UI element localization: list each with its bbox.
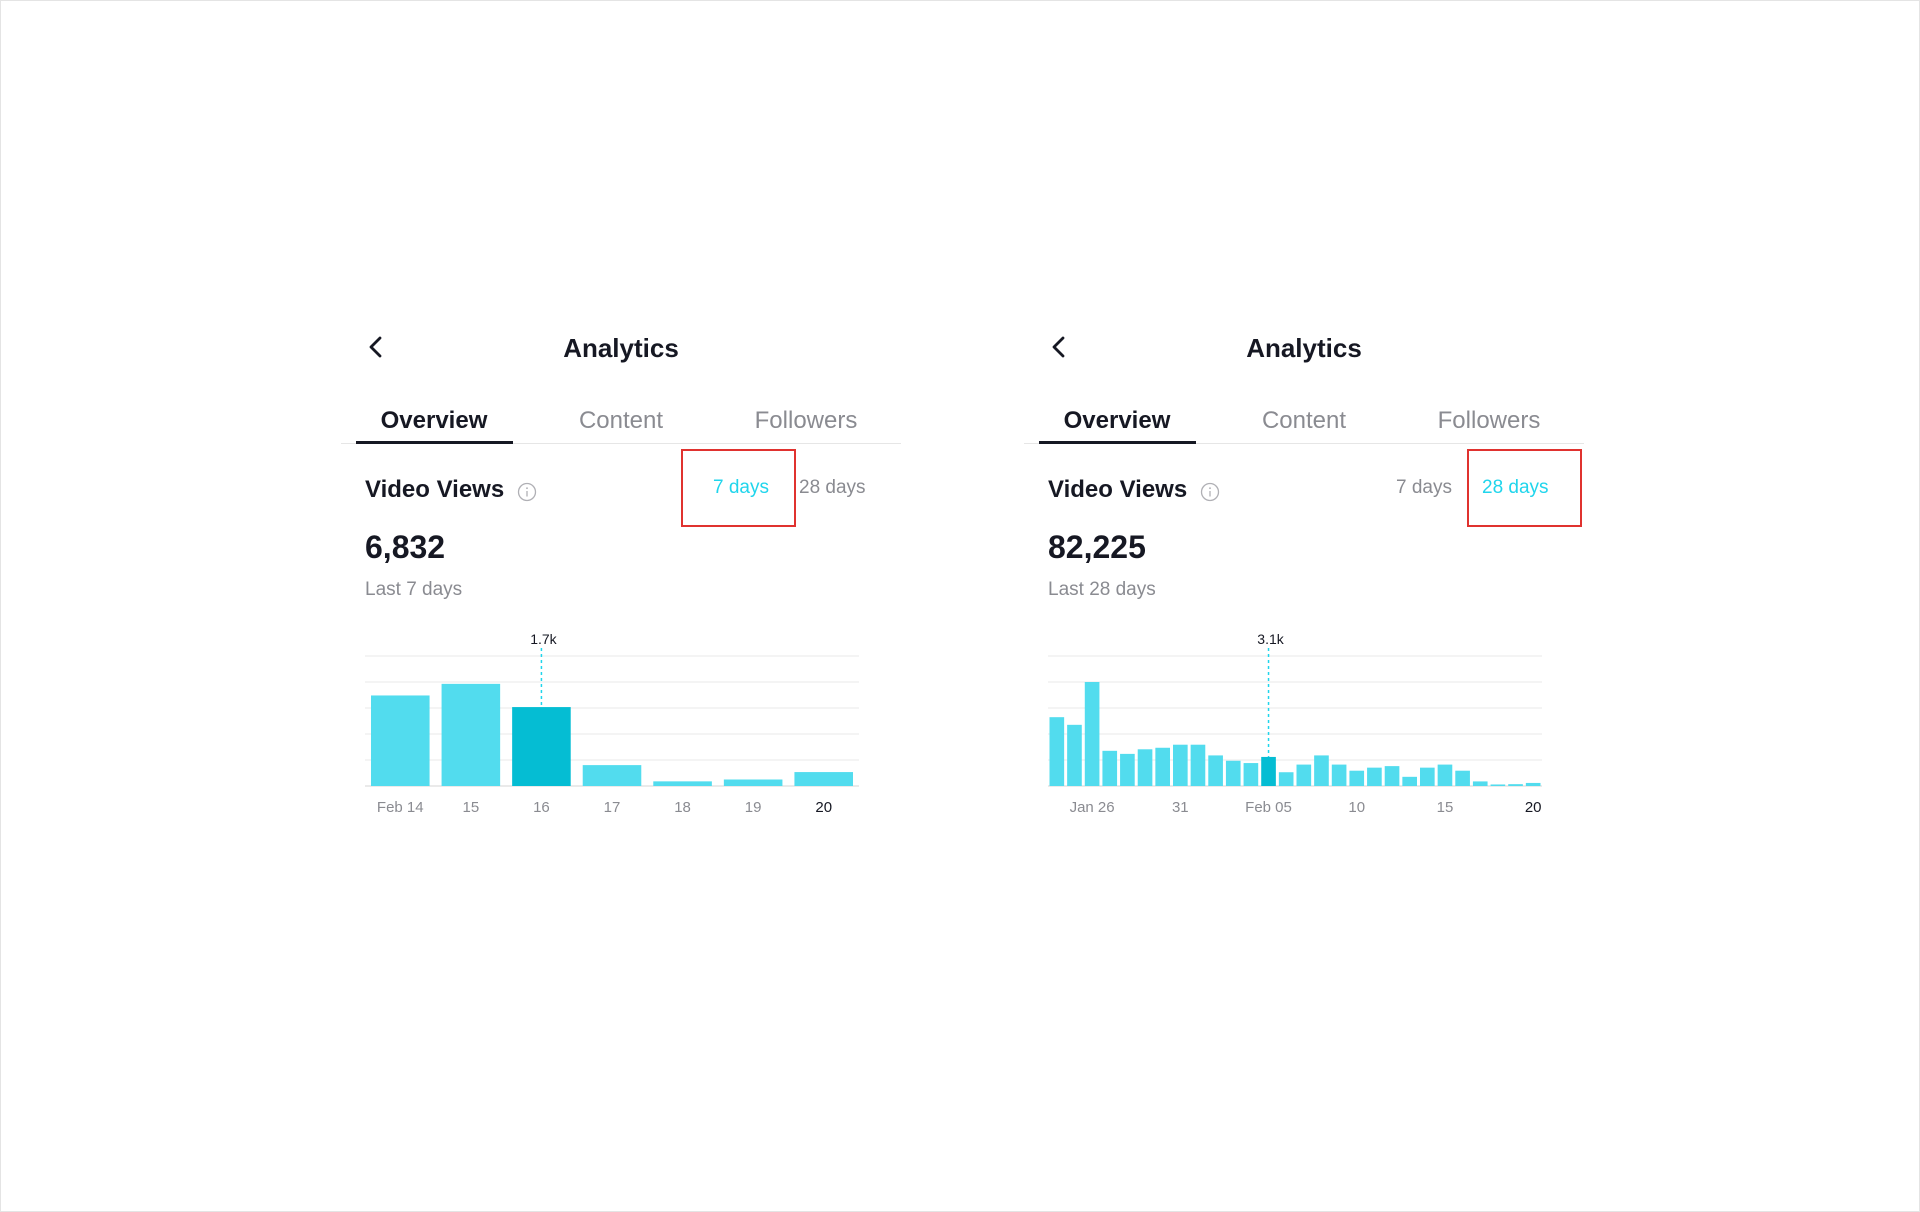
x-tick-label: Feb 14 xyxy=(377,799,424,816)
range-7-days-button[interactable]: 7 days xyxy=(1396,477,1452,498)
x-tick-label: Jan 26 xyxy=(1070,799,1115,816)
period-subtitle: Last 28 days xyxy=(1048,579,1156,600)
bar-feb-19 xyxy=(1508,784,1523,786)
x-tick-label: 18 xyxy=(674,799,691,816)
bar-feb-01 xyxy=(1190,744,1206,786)
bar-feb-04 xyxy=(1243,763,1259,786)
bar-18 xyxy=(653,781,712,786)
bar-17 xyxy=(582,765,642,786)
active-tab-indicator xyxy=(356,441,513,444)
bar-jan-30 xyxy=(1155,747,1170,786)
bar-jan-31 xyxy=(1173,744,1188,786)
selection-highlight-box xyxy=(681,449,796,527)
video-views-bar-chart: 1.7k Feb 14 15 16 17 18 19 20 xyxy=(365,631,859,816)
bar-feb-06 xyxy=(1278,772,1294,786)
bar-jan-25 xyxy=(1067,724,1082,786)
period-subtitle: Last 7 days xyxy=(365,579,463,600)
bar-19 xyxy=(723,779,783,786)
tab-content[interactable]: Content xyxy=(578,407,664,434)
back-arrow-icon[interactable] xyxy=(1048,335,1072,359)
header: Analytics xyxy=(341,311,901,381)
x-tick-label: 19 xyxy=(745,799,762,816)
bar-feb-12 xyxy=(1384,766,1400,786)
bar-jan-27 xyxy=(1102,750,1118,786)
x-tick-label: 16 xyxy=(533,799,550,816)
bar-jan-28 xyxy=(1120,753,1135,786)
page-title: Analytics xyxy=(1246,333,1362,363)
info-icon[interactable] xyxy=(1200,482,1220,502)
header: Analytics xyxy=(1024,311,1584,381)
bar-feb-20 xyxy=(1525,782,1541,786)
x-tick-label: 20 xyxy=(1525,799,1542,816)
bar-feb-09 xyxy=(1331,764,1347,786)
x-tick-label: 15 xyxy=(1437,799,1454,816)
range-7-days-button[interactable]: 7 days xyxy=(713,477,769,498)
bar-20 xyxy=(794,772,853,786)
bar-feb-18 xyxy=(1490,784,1506,786)
highlight-value-label: 3.1k xyxy=(1257,631,1284,647)
bar-feb-13 xyxy=(1402,776,1417,786)
bar-feb-16 xyxy=(1455,770,1470,786)
bar-feb-08 xyxy=(1314,755,1329,786)
tab-overview[interactable]: Overview xyxy=(1063,407,1171,434)
x-tick-label: 20 xyxy=(815,799,832,816)
total-views: 6,832 xyxy=(365,529,446,565)
bar-feb-07 xyxy=(1296,764,1312,786)
metric-title: Video Views xyxy=(1048,476,1188,503)
analytics-screen-7-days: Analytics Overview Content Followers Vid… xyxy=(341,311,901,871)
tab-followers[interactable]: Followers xyxy=(754,407,858,434)
tab-followers[interactable]: Followers xyxy=(1437,407,1541,434)
analytics-screen-28-days: Analytics Overview Content Followers Vid… xyxy=(1024,311,1584,871)
x-tick-label: 10 xyxy=(1348,799,1365,816)
bar-feb-05 xyxy=(1261,756,1276,786)
total-views: 82,225 xyxy=(1048,529,1146,565)
bar-feb-10 xyxy=(1349,770,1365,786)
x-tick-label: Feb 05 xyxy=(1245,799,1292,816)
tab-overview[interactable]: Overview xyxy=(380,407,488,434)
back-arrow-icon[interactable] xyxy=(365,335,389,359)
tab-content[interactable]: Content xyxy=(1261,407,1347,434)
bar-feb-03 xyxy=(1225,760,1241,786)
bar-feb-15 xyxy=(1437,764,1453,786)
highlight-value-label: 1.7k xyxy=(530,631,557,647)
range-28-days-button[interactable]: 28 days xyxy=(1482,477,1549,498)
tab-bar: Overview Content Followers xyxy=(341,393,901,444)
bar-feb-11 xyxy=(1367,767,1382,786)
bar-feb-14 xyxy=(371,695,430,786)
range-28-days-button[interactable]: 28 days xyxy=(799,477,866,498)
bar-feb-14 xyxy=(1420,767,1435,786)
metric-title: Video Views xyxy=(365,476,505,503)
bar-15 xyxy=(441,683,501,786)
bar-16 xyxy=(512,707,571,786)
bar-jan-26 xyxy=(1084,682,1100,786)
x-tick-label: 31 xyxy=(1172,799,1189,816)
tab-bar: Overview Content Followers xyxy=(1024,393,1584,444)
bar-jan-24 xyxy=(1049,717,1065,786)
video-views-bar-chart: 3.1k Jan 26 31 Feb 05 10 15 20 xyxy=(1048,631,1542,816)
selection-highlight-box xyxy=(1467,449,1582,527)
active-tab-indicator xyxy=(1039,441,1196,444)
bar-feb-02 xyxy=(1208,755,1223,786)
page-title: Analytics xyxy=(563,333,679,363)
bar-jan-29 xyxy=(1137,749,1153,786)
x-tick-label: 15 xyxy=(463,799,480,816)
bar-feb-17 xyxy=(1472,781,1488,786)
info-icon[interactable] xyxy=(517,482,537,502)
x-tick-label: 17 xyxy=(604,799,621,816)
